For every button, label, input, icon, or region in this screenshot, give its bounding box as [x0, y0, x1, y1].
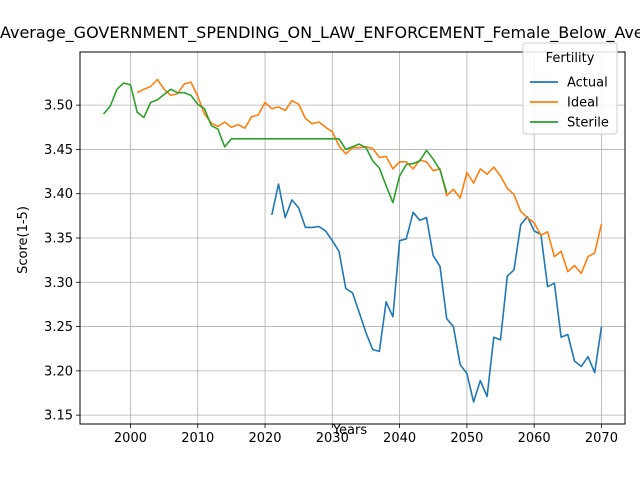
y-tick-label: 3.15 — [44, 409, 73, 424]
y-tick-label: 3.50 — [44, 99, 73, 114]
y-tick-label: 3.35 — [44, 232, 73, 247]
y-tick-label: 3.45 — [44, 143, 73, 158]
x-tick-label: 2060 — [518, 431, 551, 446]
series-lines — [102, 78, 603, 403]
y-axis-label: Score(1-5) — [16, 206, 31, 274]
legend-label-actual: Actual — [567, 76, 608, 91]
x-tick-label: 2020 — [248, 431, 281, 446]
legend-label-sterile: Sterile — [567, 116, 609, 131]
legend-label-ideal: Ideal — [567, 96, 599, 111]
legend-items: Actual Ideal Sterile — [530, 76, 609, 131]
y-tick-label: 3.40 — [44, 187, 73, 202]
series-line-actual — [271, 183, 603, 403]
x-axis-label: Years — [332, 423, 368, 438]
y-tick-label: 3.25 — [44, 320, 73, 335]
x-tick-label: 2010 — [181, 431, 214, 446]
y-axis-ticks: 3.15 3.20 3.25 3.30 3.35 3.40 3.45 3.50 — [44, 99, 80, 424]
legend: Fertility Actual Ideal Sterile — [522, 42, 618, 135]
x-tick-label: 2040 — [383, 431, 416, 446]
legend-title: Fertility — [546, 51, 595, 66]
y-tick-label: 3.20 — [44, 364, 73, 379]
legend-box — [522, 42, 618, 135]
y-tick-label: 3.30 — [44, 276, 73, 291]
x-axis-ticks: 2000 2010 2020 2030 2040 2050 2060 2070 — [114, 424, 618, 446]
x-tick-label: 2050 — [450, 431, 483, 446]
x-tick-label: 2000 — [114, 431, 147, 446]
x-tick-label: 2070 — [585, 431, 618, 446]
x-tick-label: 2030 — [316, 431, 349, 446]
series-line-ideal — [136, 78, 603, 275]
chart-title: Average_GOVERNMENT_SPENDING_ON_LAW_ENFOR… — [0, 23, 640, 43]
series-line-sterile — [102, 82, 448, 204]
